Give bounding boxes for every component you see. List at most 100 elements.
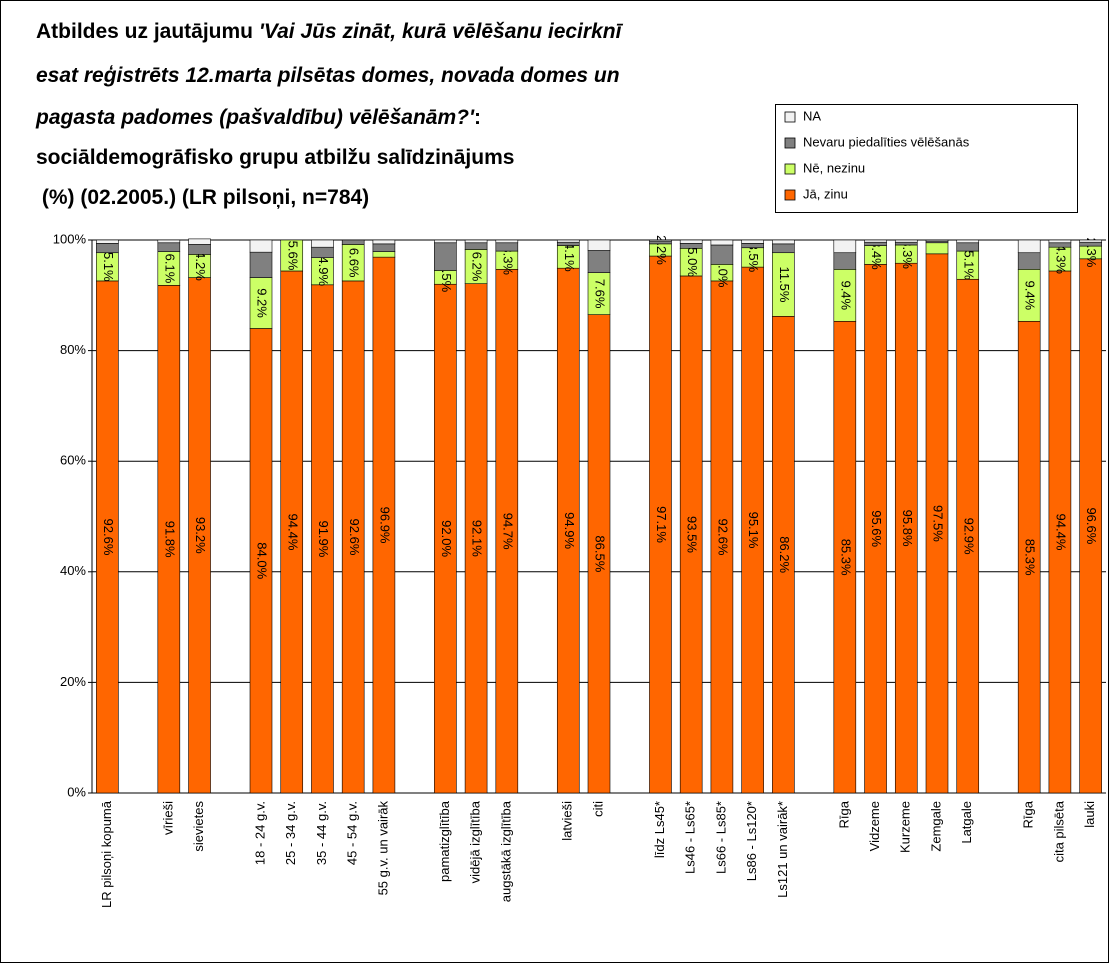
x-tick-label: 18 - 24 g.v. [252,801,267,865]
legend-label: Nevaru piedalīties vēlēšanās [803,134,970,149]
bar-segment [894,239,918,243]
data-label: 3.3% [900,239,915,269]
title-line: esat reģistrēts 12.marta pilsētas domes,… [36,64,620,87]
data-label: 6.2% [470,252,485,282]
data-label: 94.9% [562,512,577,549]
x-tick-label: vīrieši [160,801,175,835]
x-tick-label: 25 - 34 g.v. [283,801,298,865]
data-label: 9.4% [1023,280,1038,310]
bar-segment [464,239,488,244]
title-line: sociāldemogrāfisko grupu atbilžu salīdzi… [36,146,514,169]
bar-segment [96,239,119,244]
data-label: 9.2% [255,288,270,318]
title-part: esat reģistrēts 12.marta pilsētas domes,… [36,64,620,87]
bar-segment [157,242,181,252]
data-label: 95.8% [900,510,915,547]
bar-segment [833,239,857,254]
bar-segment [96,243,119,254]
data-label: 9.4% [838,280,853,310]
data-label: 97.1% [654,506,669,543]
bar-segment [679,239,703,244]
data-label: 4.2% [193,251,208,281]
data-label: 95.6% [869,510,884,547]
bar-segment [833,252,857,270]
bar-segment [372,251,396,258]
bar-segment [649,240,672,245]
y-tick-label: 20% [60,674,86,689]
data-label: 92.6% [715,519,730,556]
bar-segment [925,239,949,242]
bar-segment [434,239,457,244]
data-label: 95.1% [746,512,761,549]
data-label: 3.0% [715,258,730,288]
x-tick-label: sievietes [191,801,206,852]
data-label: 11.5% [777,267,792,303]
x-tick-label: Rīga [1021,800,1036,828]
bar-segment [311,239,334,248]
data-label: 84.0% [255,542,270,579]
legend-swatch [784,111,796,123]
bar-segment [1048,242,1072,248]
data-label: 94.4% [285,514,300,551]
bar-segment [587,239,611,251]
data-label: 2.2% [654,235,669,265]
bar-segment [249,239,273,253]
legend-swatch [784,189,796,201]
x-tick-label: cita pilsēta [1051,800,1066,862]
data-label: 85.3% [838,539,853,576]
data-label: 92.9% [961,518,976,555]
data-label: 7.6% [593,279,608,309]
legend-swatch [784,137,796,149]
bar-segment [1017,252,1041,270]
x-tick-label: Latgale [959,801,974,844]
data-label: 93.5% [685,516,700,553]
data-label: 97.5% [931,505,946,542]
title-part: Atbildes uz jautājumu [36,20,259,43]
data-label: 96.6% [1084,507,1099,544]
bar-segment [864,241,887,246]
bar-segment [864,239,887,243]
data-label: 5.1% [961,250,976,280]
x-tick-label: LR pilsoņi kopumā [99,800,114,908]
title-part: (%) (02.2005.) (LR pilsoņi, n=784) [36,186,369,209]
legend-label: Nē, nezinu [803,160,865,175]
bar-segment [649,239,672,242]
bar-segment [556,239,580,243]
data-label: 93.2% [193,517,208,554]
y-tick-label: 0% [67,784,86,799]
bar-segment [894,241,918,246]
legend-label: Jā, zinu [803,186,848,201]
data-label: 92.6% [101,519,116,556]
x-tick-label: pamatizglītība [437,800,452,882]
x-tick-label: 35 - 44 g.v. [314,801,329,865]
bar-segment [280,239,304,272]
x-tick-label: Rīga [836,800,851,828]
title-line: (%) (02.2005.) (LR pilsoņi, n=784) [36,186,369,209]
data-label: 5.0% [685,247,700,277]
x-tick-label: 45 - 54 g.v. [345,801,360,865]
bar-segment [311,246,334,258]
data-label: 86.5% [593,535,608,572]
data-label: 85.3% [1023,539,1038,576]
title-part: : [474,106,481,129]
x-tick-label: Ls66 - Ls85* [713,801,728,874]
data-label: 91.9% [316,520,331,557]
bar-segment [741,243,764,249]
y-tick-label: 80% [60,342,86,357]
title-line: Atbildes uz jautājumu 'Vai Jūs zināt, ku… [36,20,624,43]
data-label: 92.1% [470,520,485,557]
legend-swatch [784,163,796,175]
bar-segment [1017,239,1041,254]
bar-segment [1079,239,1102,243]
bar-segment [372,239,396,245]
bar-segment [925,242,949,255]
x-tick-label: latvieši [560,801,575,841]
bar-segment [679,243,703,249]
bar-segment [495,239,519,244]
bar-segment [772,243,795,254]
data-label: 3.3% [500,245,515,275]
data-label: 96.9% [377,507,392,544]
bar-segment [341,239,365,245]
bar-segment [434,242,457,271]
bar-segment [772,239,795,245]
